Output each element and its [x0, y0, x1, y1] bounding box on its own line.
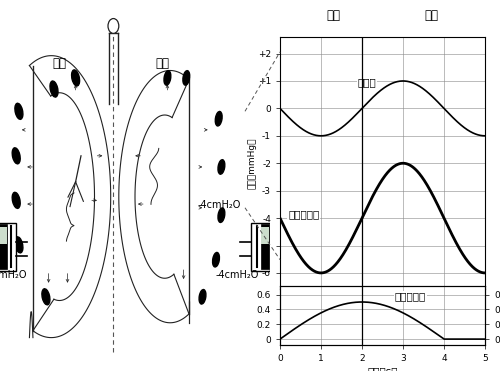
Text: 呼气: 呼气 [424, 9, 438, 22]
Circle shape [108, 19, 119, 33]
FancyBboxPatch shape [0, 224, 7, 269]
X-axis label: 时间（s）: 时间（s） [367, 366, 398, 371]
Y-axis label: 压力（mmHg）: 压力（mmHg） [248, 138, 256, 189]
Ellipse shape [42, 289, 50, 305]
Ellipse shape [164, 70, 171, 85]
Text: -4cmH₂O: -4cmH₂O [216, 270, 260, 280]
FancyBboxPatch shape [0, 223, 16, 271]
FancyBboxPatch shape [0, 227, 7, 244]
Text: 肺内压: 肺内压 [358, 78, 376, 88]
Text: 吸气: 吸气 [52, 57, 66, 70]
FancyBboxPatch shape [260, 227, 269, 244]
FancyBboxPatch shape [260, 224, 269, 269]
Ellipse shape [12, 192, 20, 209]
Text: 呼吸气容积: 呼吸气容积 [395, 291, 426, 301]
Ellipse shape [212, 252, 220, 267]
Text: 呼气: 呼气 [155, 57, 169, 70]
Ellipse shape [72, 70, 80, 86]
Text: -4cmH₂O: -4cmH₂O [197, 200, 240, 210]
Ellipse shape [15, 103, 23, 119]
Ellipse shape [12, 148, 20, 164]
FancyBboxPatch shape [251, 223, 270, 271]
Ellipse shape [218, 208, 225, 223]
Text: 吸气: 吸气 [326, 9, 340, 22]
Text: 胸膜腔内压: 胸膜腔内压 [288, 209, 320, 219]
Text: -7cmH₂O: -7cmH₂O [0, 270, 27, 280]
Ellipse shape [218, 160, 225, 174]
Ellipse shape [15, 237, 23, 253]
Ellipse shape [216, 111, 222, 126]
Ellipse shape [199, 289, 206, 304]
Ellipse shape [183, 70, 190, 85]
Ellipse shape [50, 81, 58, 97]
